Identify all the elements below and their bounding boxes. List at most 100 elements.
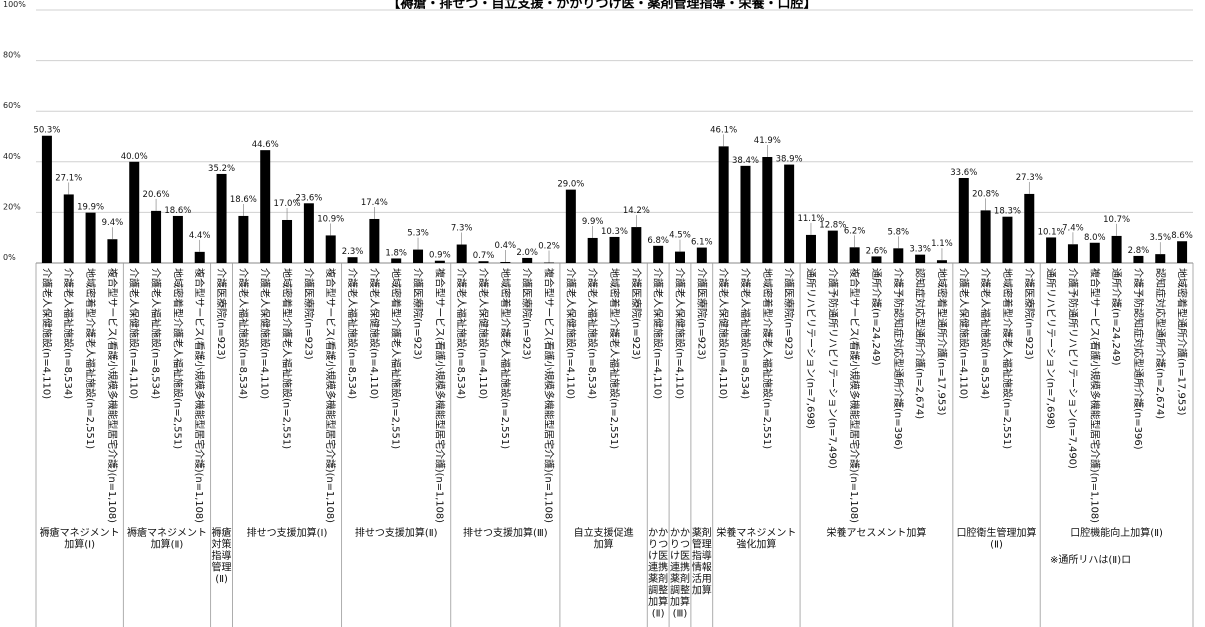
x-tick-label: 介護医療院(n=923): [302, 268, 315, 360]
value-label: 8.0%: [1084, 233, 1106, 243]
x-tick-label: 介護医療院(n=923): [695, 268, 708, 360]
x-tick-label: 介護老人保健施設(n=4,110): [673, 268, 686, 399]
x-tick-label: 地域密着型介護老人福祉施設(n=2,551): [1001, 268, 1014, 449]
y-tick-label: 60%: [3, 101, 21, 110]
x-tick-label: 介護老人福祉施設(n=8,534): [739, 268, 752, 399]
group-label: 連携: [648, 561, 668, 574]
x-tick-label: 認知症対応型通所介護(n=2,674): [1154, 268, 1167, 419]
value-label: 11.1%: [797, 214, 824, 224]
x-tick-label: 介護老人保健施設(n=4,110): [40, 268, 53, 399]
x-tick-label: 地域密着型介護老人福祉施設(n=2,551): [499, 268, 512, 449]
value-label: 1.1%: [931, 239, 953, 249]
value-label: 20.8%: [972, 189, 999, 199]
x-tick-label: 介護老人福祉施設(n=8,534): [150, 268, 163, 399]
x-tick-label: 通所介護(n=24,249): [1110, 268, 1123, 366]
y-tick-label: 0%: [3, 253, 16, 262]
value-label: 41.9%: [754, 136, 781, 146]
x-tick-label: 介護予防認知症対応型通所介護(n=396): [892, 268, 905, 450]
x-tick-label: 介護老人保健施設(n=4,110): [128, 268, 141, 399]
value-label: 3.3%: [909, 245, 931, 255]
bar: [238, 215, 249, 263]
group-label: 加算: [670, 595, 690, 608]
group-label: 連携: [670, 561, 690, 574]
value-label: 40.0%: [121, 152, 148, 162]
bar: [434, 260, 445, 263]
x-tick-label: 介護予防通所リハビリテーション(n=7,490): [1066, 268, 1079, 469]
x-tick-label: 介護老人福祉施設(n=8,534): [586, 268, 599, 399]
group-label: 加算(Ⅰ): [64, 538, 95, 551]
bar: [282, 219, 293, 263]
value-label: 4.4%: [189, 231, 211, 241]
x-tick-label: 複合型サービス(看護小規模多機能型居宅介護)(n=1,108): [543, 268, 556, 523]
x-tick-label: 複合型サービス(看護小規模多機能型居宅介護)(n=1,108): [324, 268, 337, 523]
group-label: (Ⅱ): [652, 609, 665, 620]
x-tick-label: 介護老人福祉施設(n=8,534): [62, 268, 75, 399]
y-tick-label: 20%: [3, 202, 21, 211]
bar: [216, 173, 227, 263]
value-label: 2.6%: [866, 246, 888, 256]
bar: [260, 150, 271, 263]
value-label: 9.9%: [582, 217, 604, 227]
x-tick-label: 介護老人保健施設(n=4,110): [652, 268, 665, 399]
bar: [129, 161, 140, 263]
value-label: 35.2%: [208, 164, 235, 174]
bar: [303, 203, 314, 263]
y-tick-label: 40%: [3, 152, 21, 161]
value-label: 0.9%: [429, 251, 451, 261]
bar: [762, 156, 773, 263]
group-label: 活用: [692, 573, 712, 585]
x-tick-label: 複合型サービス(看護小規模多機能型居宅介護)(n=1,108): [106, 268, 119, 523]
group-label: 排せつ支援加算(Ⅱ): [355, 526, 438, 539]
value-label: 14.2%: [623, 206, 650, 216]
value-label: 38.9%: [776, 155, 803, 165]
bar: [936, 260, 947, 263]
value-label: 6.1%: [691, 238, 713, 248]
group-label: け医: [670, 550, 690, 562]
group-label: 口腔衛生管理加算: [957, 526, 1037, 539]
bar: [1024, 193, 1035, 263]
x-tick-label: 認知症対応型通所介護(n=2,674): [914, 268, 927, 419]
x-tick-label: 介護予防通所リハビリテーション(n=7,490): [826, 268, 839, 469]
value-label: 10.3%: [601, 227, 628, 237]
bar: [63, 194, 74, 263]
bar: [740, 165, 751, 263]
group-label: りつ: [670, 539, 690, 551]
x-tick-label: 地域密着型介護老人福祉施設(n=2,551): [171, 268, 184, 449]
value-label: 44.6%: [252, 140, 279, 150]
group-label: 排せつ支援加算(Ⅰ): [247, 526, 328, 539]
bar: [107, 239, 118, 263]
value-label: 8.6%: [1171, 231, 1193, 241]
bar: [1111, 235, 1122, 263]
value-label: 17.4%: [361, 198, 388, 208]
x-tick-label: 地域密着型介護老人福祉施設(n=2,551): [608, 268, 621, 449]
x-tick-label: 介護老人保健施設(n=4,110): [957, 268, 970, 399]
bar: [958, 177, 969, 263]
bar: [522, 257, 533, 263]
x-tick-label: 介護老人福祉施設(n=8,534): [237, 268, 250, 399]
bar: [478, 261, 489, 263]
value-label: 6.8%: [647, 236, 669, 246]
x-tick-label: 介護老人福祉施設(n=8,534): [979, 268, 992, 399]
value-label: 7.3%: [451, 224, 473, 234]
value-label: 23.6%: [295, 193, 322, 203]
x-tick-label: 介護医療院(n=923): [783, 268, 796, 360]
value-label: 0.4%: [495, 241, 517, 251]
bar: [849, 247, 860, 263]
gridlines: 0% 20% 40% 60% 80% 100%: [3, 0, 1193, 264]
value-label: 3.5%: [1149, 233, 1171, 243]
group-label: 薬剤: [692, 526, 712, 539]
value-label: 20.6%: [143, 190, 170, 200]
group-labels: 褥瘡マネジメント加算(Ⅰ)褥瘡マネジメント加算(Ⅱ)褥瘡対策指導管理(Ⅱ)排せつ…: [35, 263, 1194, 627]
group-label: 褥瘡マネジメント: [40, 526, 120, 539]
value-label: 18.6%: [230, 195, 257, 205]
bar: [696, 247, 707, 263]
bar: [653, 245, 664, 263]
y-tick-label: 80%: [3, 51, 21, 60]
y-tick-label: 100%: [3, 0, 26, 9]
bar: [805, 234, 816, 263]
bar: [194, 251, 205, 263]
bar: [500, 261, 511, 263]
value-label: 12.8%: [819, 221, 846, 231]
bar: [1046, 237, 1057, 263]
